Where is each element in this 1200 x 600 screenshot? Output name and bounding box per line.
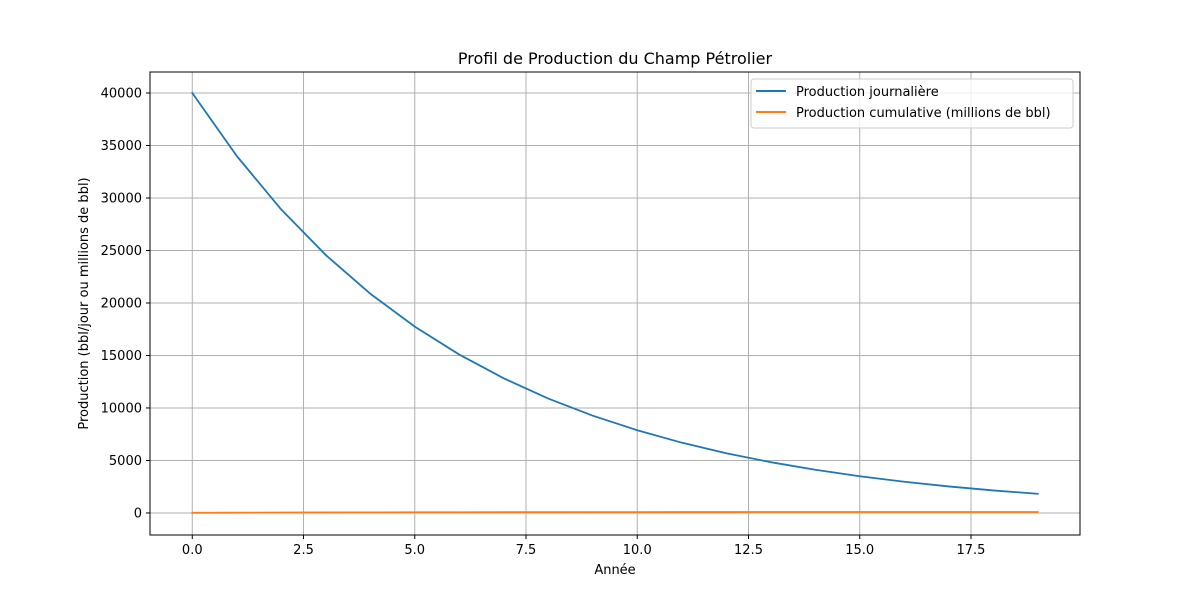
x-tick-label: 7.5 [516, 543, 537, 558]
x-tick-label: 17.5 [957, 543, 986, 558]
y-tick-label: 25000 [101, 244, 142, 259]
y-tick-label: 40000 [101, 86, 142, 101]
x-tick-label: 15.0 [845, 543, 874, 558]
y-tick-label: 0 [134, 506, 142, 521]
x-tick-label: 2.5 [293, 543, 314, 558]
y-tick-label: 20000 [101, 296, 142, 311]
series-line-daily-production [191, 91, 1039, 495]
legend-box [750, 78, 1074, 129]
y-tick-label: 15000 [101, 349, 142, 364]
y-tick-label: 5000 [109, 454, 142, 469]
x-axis-label: Année [594, 563, 635, 578]
legend-label-cumulative: Production cumulative (millions de bbl) [796, 106, 1051, 121]
chart-title: Profil de Production du Champ Pétrolier [458, 49, 773, 68]
y-axis-ticks: 0 5000 10000 15000 20000 25000 30000 35000 40000 [101, 86, 150, 521]
series-line-cumulative-production [191, 511, 1039, 514]
x-tick-label: 12.5 [734, 543, 763, 558]
x-tick-label: 10.0 [623, 543, 652, 558]
y-tick-label: 30000 [101, 191, 142, 206]
y-tick-label: 10000 [101, 401, 142, 416]
legend: Production journalière Production cumula… [750, 78, 1074, 129]
legend-label-daily: Production journalière [796, 85, 939, 100]
x-tick-label: 0.0 [182, 543, 203, 558]
x-tick-label: 5.0 [404, 543, 425, 558]
plot-area-frame [149, 71, 1081, 536]
x-axis-ticks: 0.0 2.5 5.0 7.5 10.0 12.5 15.0 17.5 [182, 535, 986, 558]
y-axis-label: Production (bbl/jour ou millions de bbl) [77, 177, 92, 429]
y-tick-label: 35000 [101, 139, 142, 154]
series-lines [191, 91, 1039, 514]
